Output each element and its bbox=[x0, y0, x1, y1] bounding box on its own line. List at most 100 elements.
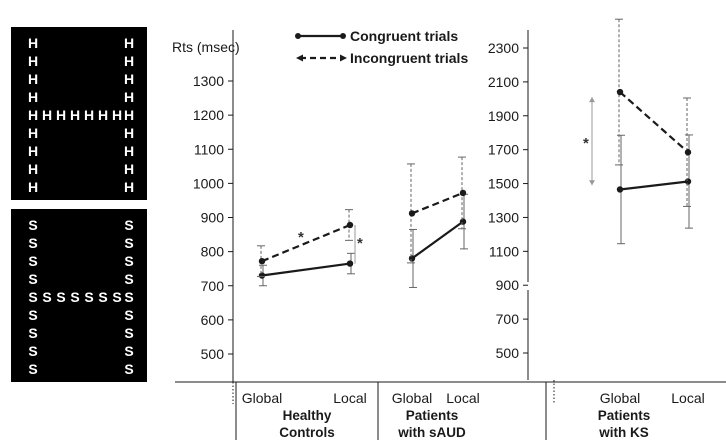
y-tick-label-left: 1200 bbox=[193, 107, 224, 123]
y-tick-label-right: 1500 bbox=[488, 176, 519, 192]
stimulus-letter: S bbox=[28, 343, 37, 359]
significance-arrow bbox=[589, 97, 595, 103]
stimulus-letter: S bbox=[98, 289, 107, 305]
stimulus-letter: S bbox=[28, 217, 37, 233]
y-tick-label-right: 700 bbox=[496, 311, 520, 327]
stimulus-letter: H bbox=[124, 161, 134, 177]
series-line bbox=[411, 220, 464, 260]
stimulus-letter: H bbox=[28, 89, 38, 105]
y-tick-label-left: 800 bbox=[201, 244, 225, 260]
y-tick-label-right: 900 bbox=[496, 277, 520, 293]
stimulus-letter: H bbox=[112, 107, 122, 123]
stimulus-letter: H bbox=[124, 107, 134, 123]
data-point bbox=[258, 257, 266, 265]
group-label: with sAUD bbox=[397, 425, 466, 440]
data-point bbox=[459, 218, 467, 225]
legend-label-congruent: Congruent trials bbox=[350, 28, 458, 44]
stimulus-letter: S bbox=[84, 289, 93, 305]
significance-marker: * bbox=[298, 229, 304, 246]
stimulus-letter: S bbox=[28, 253, 37, 269]
stimulus-letter: H bbox=[28, 179, 38, 195]
y-tick-label-right: 2100 bbox=[488, 74, 519, 90]
y-tick-label-right: 500 bbox=[496, 345, 520, 361]
legend-arrow bbox=[340, 54, 347, 62]
stimulus-letter: S bbox=[28, 271, 37, 287]
data-point bbox=[258, 272, 266, 279]
stimulus-letter: S bbox=[70, 289, 79, 305]
stimulus-letter: H bbox=[56, 107, 66, 123]
stimulus-letter: S bbox=[124, 253, 133, 269]
stimulus-letter: S bbox=[42, 289, 51, 305]
stimulus-letter: S bbox=[124, 361, 133, 377]
stimulus-letter: H bbox=[84, 107, 94, 123]
y-tick-label-left: 600 bbox=[201, 312, 225, 328]
stimulus-letter: H bbox=[42, 107, 52, 123]
legend-marker bbox=[295, 33, 301, 39]
stimulus-letter: S bbox=[124, 325, 133, 341]
legend-marker bbox=[340, 33, 346, 39]
stimulus-letter: H bbox=[70, 107, 80, 123]
stimulus-letter: H bbox=[124, 71, 134, 87]
stimulus-letter: S bbox=[124, 289, 133, 305]
y-tick-label-right: 1900 bbox=[488, 108, 519, 124]
stimulus-letter: H bbox=[28, 143, 38, 159]
stimulus-svg: H HH HH HH HH H H H H H H HH HH HH HH H bbox=[28, 35, 134, 195]
stimulus-letter: H bbox=[28, 125, 38, 141]
x-tick-label: Local bbox=[671, 390, 704, 406]
y-tick-label-left: 900 bbox=[201, 210, 225, 226]
stimulus-letter: H bbox=[124, 179, 134, 195]
data-point bbox=[684, 149, 692, 156]
legend-arrow bbox=[296, 54, 303, 62]
series-line bbox=[619, 180, 689, 191]
data-point bbox=[459, 189, 467, 197]
y-tick-label-right: 1300 bbox=[488, 209, 519, 225]
group-label: with KS bbox=[598, 425, 649, 440]
y-tick-label-right: 1100 bbox=[489, 243, 519, 259]
stimulus-letter: H bbox=[124, 143, 134, 159]
stimulus-letter: H bbox=[124, 125, 134, 141]
stimulus-letter: S bbox=[28, 289, 37, 305]
stimulus-letter: H bbox=[28, 35, 38, 51]
data-point bbox=[408, 255, 416, 262]
data-point bbox=[616, 186, 624, 193]
y-axis-label: Rts (msec) bbox=[172, 39, 240, 55]
y-tick-label-left: 1100 bbox=[194, 141, 224, 157]
legend-label-incongruent: Incongruent trials bbox=[350, 50, 468, 66]
x-tick-label: Global bbox=[600, 390, 640, 406]
data-point bbox=[346, 221, 354, 229]
stimulus-letter: H bbox=[98, 107, 108, 123]
x-tick-label: Local bbox=[446, 390, 479, 406]
data-point bbox=[616, 88, 624, 96]
y-tick-label-left: 1300 bbox=[193, 73, 224, 89]
series-line bbox=[261, 223, 351, 263]
x-tick-label: Global bbox=[392, 390, 432, 406]
stimulus-letter: S bbox=[112, 289, 121, 305]
stimulus-letter: S bbox=[124, 235, 133, 251]
y-tick-label-right: 2300 bbox=[488, 40, 519, 56]
stimulus-letter: S bbox=[124, 307, 133, 323]
significance-marker: * bbox=[357, 235, 363, 252]
stimulus-letter: S bbox=[124, 217, 133, 233]
data-point bbox=[684, 178, 692, 185]
stimulus-letter: S bbox=[28, 361, 37, 377]
stimulus-letter: S bbox=[28, 235, 37, 251]
stimulus-letter: H bbox=[28, 107, 38, 123]
data-point bbox=[408, 210, 416, 217]
group-label: Patients bbox=[598, 408, 651, 423]
x-tick-label: Local bbox=[333, 390, 366, 406]
significance-marker: * bbox=[583, 135, 589, 152]
stimulus-letter: S bbox=[28, 325, 37, 341]
y-tick-label-left: 500 bbox=[201, 346, 225, 362]
significance-arrow bbox=[589, 180, 595, 186]
series-line bbox=[261, 262, 351, 277]
y-tick-label-right: 1700 bbox=[488, 142, 519, 158]
stimulus-letter: H bbox=[28, 53, 38, 69]
stimulus-letter: H bbox=[124, 89, 134, 105]
series-line bbox=[411, 191, 464, 215]
stimulus-letter: S bbox=[124, 343, 133, 359]
stimulus-letter: H bbox=[124, 53, 134, 69]
stimulus-letter: H bbox=[28, 71, 38, 87]
